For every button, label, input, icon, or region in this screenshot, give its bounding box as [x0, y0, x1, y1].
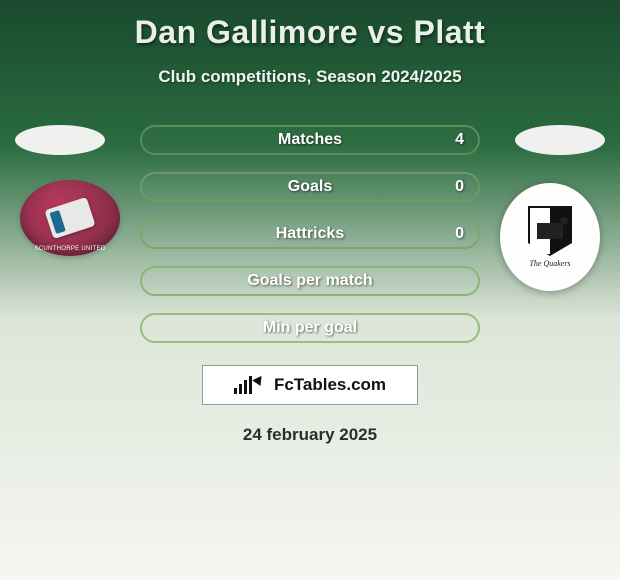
- footer-logo-text: FcTables.com: [274, 375, 386, 395]
- stat-label: Matches: [278, 131, 342, 149]
- player-avatar-right: [515, 125, 605, 155]
- stat-value: 4: [455, 131, 464, 149]
- stat-label: Hattricks: [276, 225, 344, 243]
- team-badge-right[interactable]: The Quakers: [500, 183, 600, 291]
- team-badge-left-label: SCUNTHORPE UNITED: [20, 246, 120, 252]
- comparison-title: Dan Gallimore vs Platt: [0, 0, 620, 51]
- team-badge-right-label: The Quakers: [529, 259, 570, 268]
- badge-fist-icon: [44, 197, 95, 239]
- player-avatar-left: [15, 125, 105, 155]
- stat-row: Goals per match: [140, 266, 480, 296]
- team-badge-left[interactable]: SCUNTHORPE UNITED: [20, 180, 120, 256]
- stat-row: Min per goal: [140, 313, 480, 343]
- shield-icon: [528, 206, 572, 256]
- stat-value: 0: [455, 178, 464, 196]
- stat-rows-container: Matches 4 Goals 0 Hattricks 0 Goals per match M…: [140, 125, 480, 343]
- stat-row: Matches 4: [140, 125, 480, 155]
- comparison-subtitle: Club competitions, Season 2024/2025: [0, 67, 620, 87]
- stat-label: Min per goal: [263, 319, 357, 337]
- comparison-content: SCUNTHORPE UNITED The Quakers Matches 4 Go…: [0, 125, 620, 343]
- trend-arrow-icon: [252, 372, 265, 385]
- chart-bars-icon: [234, 376, 252, 394]
- stat-row: Hattricks 0: [140, 219, 480, 249]
- stat-value: 0: [455, 225, 464, 243]
- footer-logo[interactable]: FcTables.com: [202, 365, 418, 405]
- stat-row: Goals 0: [140, 172, 480, 202]
- locomotive-icon: [537, 223, 563, 239]
- comparison-date: 24 february 2025: [0, 425, 620, 445]
- stat-label: Goals: [288, 178, 332, 196]
- stat-label: Goals per match: [247, 272, 372, 290]
